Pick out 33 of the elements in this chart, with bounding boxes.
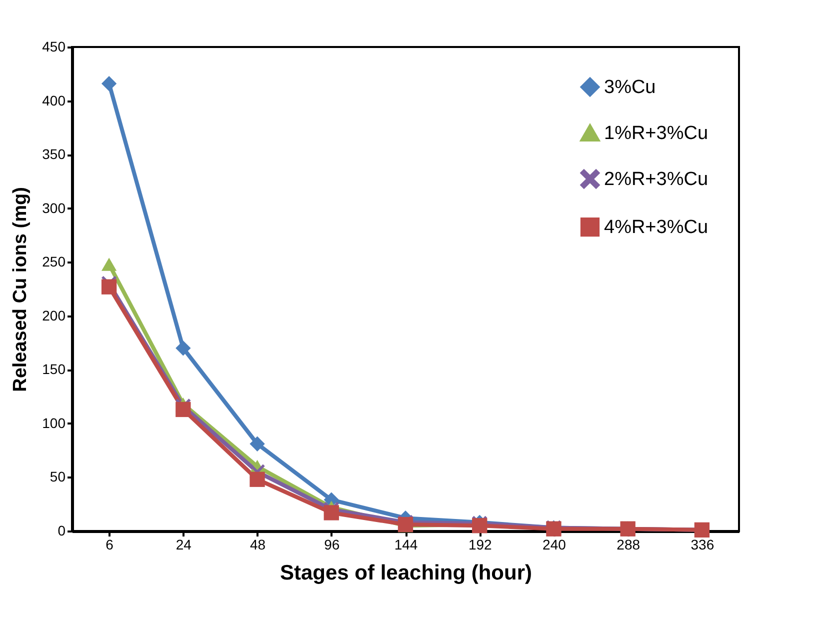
y-tick-label: 250: [42, 254, 66, 270]
x-tick-label: 24: [176, 536, 192, 552]
point: [101, 76, 117, 92]
point: [176, 402, 191, 418]
legend-label: 2%R+3%Cu: [604, 169, 708, 190]
x-tick-label: 336: [690, 536, 714, 552]
x-tick-label: 48: [250, 536, 266, 552]
point: [398, 516, 414, 532]
point: [176, 340, 191, 356]
point: [101, 258, 117, 271]
legend-label: 4%R+3%Cu: [604, 217, 708, 238]
legend-label: 1%R+3%Cu: [604, 123, 708, 144]
x-tick-label: 6: [106, 536, 114, 552]
y-tick-label: 50: [50, 468, 66, 485]
y-tick-label: 450: [42, 38, 66, 54]
x-tick-label: 288: [616, 536, 640, 552]
y-axis-title: Released Cu ions (mg): [10, 187, 32, 392]
y-tick-label: 350: [42, 146, 66, 162]
x-tick-label: 144: [394, 536, 418, 552]
y-tick-label: 300: [42, 200, 66, 216]
y-tick-label: 200: [42, 307, 66, 324]
y-tick-label: 100: [42, 414, 66, 431]
point: [101, 279, 117, 294]
legend-label: 3%Cu: [604, 77, 656, 98]
x-axis-title: Stages of leaching (hour): [280, 562, 532, 584]
point: [250, 472, 265, 487]
y-tick-label: 400: [42, 92, 66, 108]
x-tick-label: 96: [324, 536, 340, 552]
point: [250, 436, 265, 452]
y-tick-label: 0: [58, 522, 66, 538]
y-tick-label: 150: [42, 361, 66, 378]
x-tick-label: 240: [542, 536, 566, 552]
x-tick-label: 192: [468, 536, 492, 552]
